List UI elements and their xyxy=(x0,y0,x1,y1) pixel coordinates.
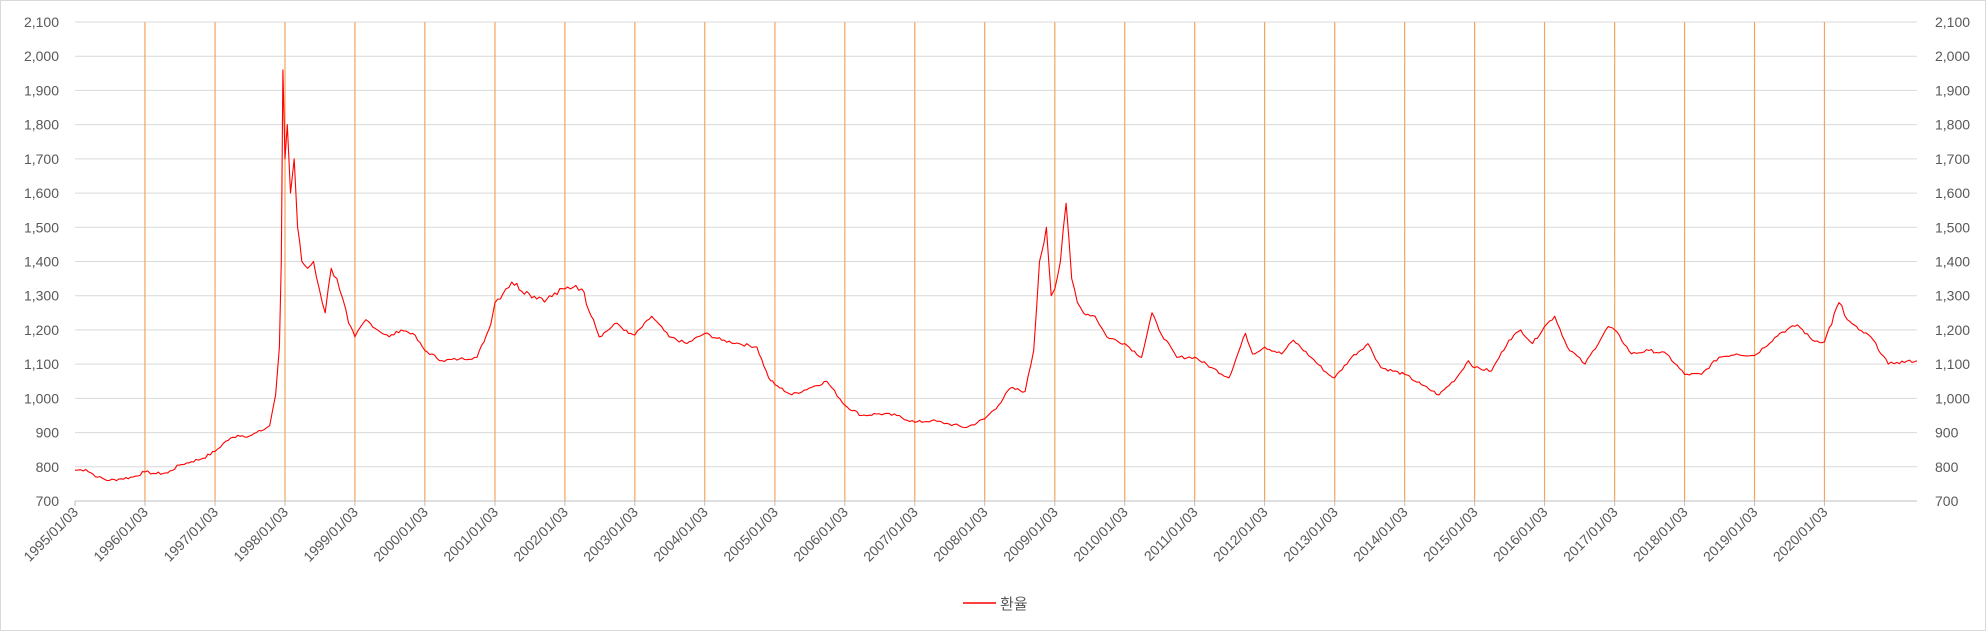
x-tick-label: 2018/01/03 xyxy=(1630,504,1691,565)
y-axis-right: 2,100 2,000 1,900 1,800 1,700 1,600 1,500 1,400… xyxy=(1935,14,1970,509)
y-tick-label-right: 1,800 xyxy=(1935,117,1970,133)
y-tick-label-right: 1,100 xyxy=(1935,356,1970,372)
x-tick-label: 2007/01/03 xyxy=(860,504,921,565)
y-tick-label-left: 800 xyxy=(36,459,60,475)
x-tick-label: 1995/01/03 xyxy=(20,504,81,565)
x-tick-label: 1998/01/03 xyxy=(230,504,291,565)
y-tick-label-right: 2,000 xyxy=(1935,48,1970,64)
x-tick-label: 2017/01/03 xyxy=(1560,504,1621,565)
y-tick-label-right: 2,100 xyxy=(1935,14,1970,30)
y-tick-label-left: 1,100 xyxy=(24,356,59,372)
y-tick-label-left: 700 xyxy=(36,493,60,509)
x-tick-label: 2003/01/03 xyxy=(580,504,641,565)
x-tick-label: 2000/01/03 xyxy=(370,504,431,565)
y-tick-label-right: 1,900 xyxy=(1935,82,1970,98)
legend: 환율 xyxy=(963,595,1028,613)
x-tick-label: 2005/01/03 xyxy=(720,504,781,565)
series-line xyxy=(74,69,1918,482)
year-lines xyxy=(144,22,1826,501)
y-tick-label-right: 1,600 xyxy=(1935,185,1970,201)
x-tick-label: 2020/01/03 xyxy=(1770,504,1831,565)
y-tick-label-left: 1,900 xyxy=(24,82,59,98)
x-tick-label: 1999/01/03 xyxy=(300,504,361,565)
y-tick-label-left: 1,800 xyxy=(24,117,59,133)
x-tick-label: 2010/01/03 xyxy=(1070,504,1131,565)
x-tick-label: 2013/01/03 xyxy=(1280,504,1341,565)
y-tick-label-left: 900 xyxy=(36,425,60,441)
x-tick-label: 2009/01/03 xyxy=(1000,504,1061,565)
x-tick-label: 2001/01/03 xyxy=(440,504,501,565)
y-tick-label-right: 700 xyxy=(1935,493,1959,509)
y-tick-label-left: 1,200 xyxy=(24,322,59,338)
y-tick-label-right: 1,200 xyxy=(1935,322,1970,338)
x-tick-label: 2016/01/03 xyxy=(1490,504,1551,565)
y-tick-label-left: 1,400 xyxy=(24,254,59,270)
y-tick-label-left: 1,700 xyxy=(24,151,59,167)
x-tick-label: 2015/01/03 xyxy=(1420,504,1481,565)
series-layer xyxy=(74,69,1918,482)
y-tick-label-right: 1,500 xyxy=(1935,219,1970,235)
x-tick-label: 1996/01/03 xyxy=(90,504,151,565)
gridlines xyxy=(75,21,1917,502)
x-tick-label: 2008/01/03 xyxy=(930,504,991,565)
y-tick-label-left: 1,500 xyxy=(24,219,59,235)
y-tick-label-right: 1,400 xyxy=(1935,254,1970,270)
y-tick-label-right: 1,000 xyxy=(1935,390,1970,406)
legend-label: 환율 xyxy=(1000,595,1028,613)
y-tick-label-right: 1,700 xyxy=(1935,151,1970,167)
y-tick-label-left: 1,300 xyxy=(24,288,59,304)
x-axis: 1995/01/03 1996/01/03 1997/01/03 1998/01/03… xyxy=(20,501,1831,565)
y-tick-label-left: 1,000 xyxy=(24,390,59,406)
y-tick-label-right: 900 xyxy=(1935,425,1959,441)
x-tick-label: 1997/01/03 xyxy=(160,504,221,565)
y-tick-label-right: 800 xyxy=(1935,459,1959,475)
x-tick-label: 2019/01/03 xyxy=(1700,504,1761,565)
x-tick-label: 2002/01/03 xyxy=(510,504,571,565)
y-tick-label-right: 1,300 xyxy=(1935,288,1970,304)
y-tick-label-left: 2,100 xyxy=(24,14,59,30)
y-tick-label-left: 2,000 xyxy=(24,48,59,64)
x-tick-label: 2011/01/03 xyxy=(1141,504,1201,564)
x-tick-label: 2012/01/03 xyxy=(1210,504,1271,565)
x-tick-label: 2014/01/03 xyxy=(1350,504,1411,565)
x-tick-label: 2004/01/03 xyxy=(650,504,711,565)
y-axis-left: 2,100 2,000 1,900 1,800 1,700 1,600 1,500 1,400… xyxy=(24,14,59,509)
x-tick-label: 2006/01/03 xyxy=(790,504,851,565)
y-tick-label-left: 1,600 xyxy=(24,185,59,201)
